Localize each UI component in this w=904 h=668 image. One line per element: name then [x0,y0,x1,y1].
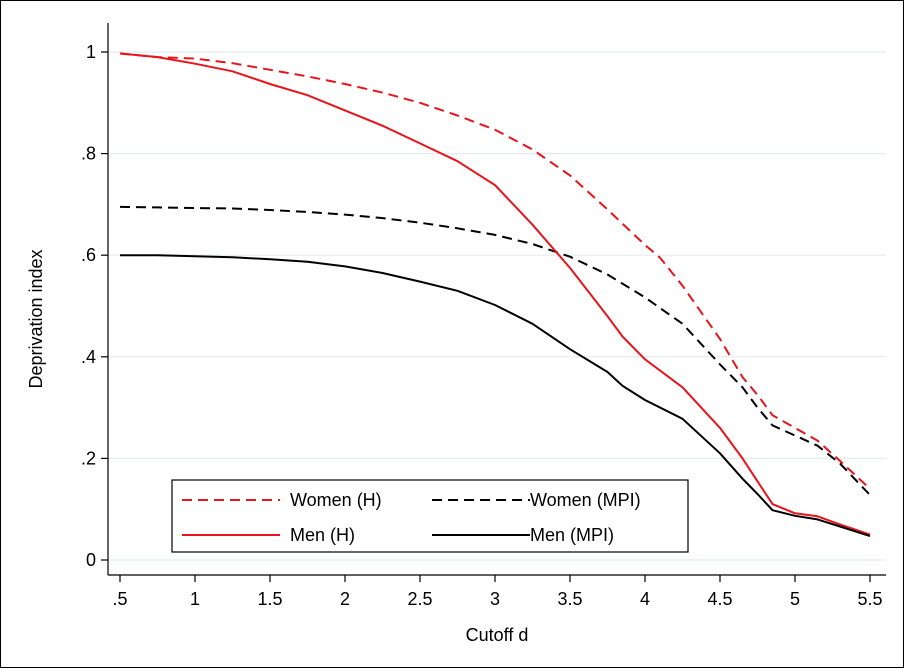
legend-label: Women (H) [290,490,382,510]
gridlines [108,51,886,561]
y-tick-label: .2 [81,448,96,468]
series-lines [119,52,871,538]
x-tick-label: 1 [190,589,200,609]
x-tick-label: 4.5 [707,589,732,609]
y-tick-label: .4 [81,347,96,367]
x-tick-label: 2 [340,589,350,609]
x-tick-label: 5 [790,589,800,609]
legend: Women (H) Women (MPI) Men (H) Men (MPI) [171,479,689,553]
x-tick-label: 3.5 [557,589,582,609]
legend-label: Men (MPI) [530,525,614,545]
y-tick-label: 0 [86,550,96,570]
x-tick-label: .5 [112,589,127,609]
x-tick-label: 3 [490,589,500,609]
x-tick-label: 2.5 [407,589,432,609]
x-tick-label: 1.5 [257,589,282,609]
y-tick-label: .6 [81,245,96,265]
series-line [119,205,871,496]
y-tick-label: 1 [86,42,96,62]
y-tick-label: .8 [81,144,96,164]
series-line [119,52,871,490]
axes: 0.2.4.6.81.5 1 1.5 2 2.5 3 3.5 4 4.5 5 5.5 [81,23,886,609]
legend-label: Women (MPI) [530,490,641,510]
legend-box [171,479,689,553]
legend-label: Men (H) [290,525,355,545]
x-axis-title: Cutoff d [466,625,529,645]
x-tick-label: 5.5 [857,589,882,609]
y-axis-title: Deprivation index [26,249,46,388]
series-line [120,254,871,538]
series-line [119,52,871,536]
x-tick-label: 4 [640,589,650,609]
